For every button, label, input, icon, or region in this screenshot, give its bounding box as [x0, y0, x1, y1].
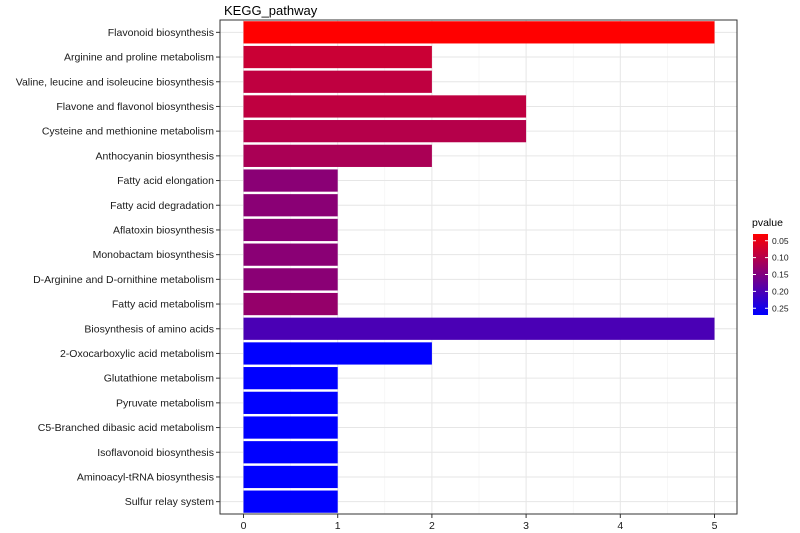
bar: [243, 342, 432, 365]
colorbar-tick-label: 0.10: [772, 253, 789, 263]
y-tick-label: Monobactam biosynthesis: [93, 249, 214, 261]
bar: [243, 120, 527, 143]
bar: [243, 465, 338, 489]
y-tick-label: Aflatoxin biosynthesis: [113, 224, 214, 236]
y-tick-label: Valine, leucine and isoleucine biosynthe…: [16, 76, 214, 88]
x-tick-label: 4: [617, 520, 623, 532]
bar: [243, 441, 338, 464]
x-tick-label: 3: [523, 520, 529, 532]
y-tick-label: Cysteine and methionine metabolism: [42, 126, 214, 138]
y-tick-label: D-Arginine and D-ornithine metabolism: [33, 274, 214, 286]
y-tick-label: Fatty acid elongation: [117, 175, 214, 187]
bar: [243, 416, 338, 439]
y-tick-label: Fatty acid metabolism: [112, 299, 214, 311]
colorbar-tick-label: 0.25: [772, 303, 789, 313]
bar: [243, 243, 338, 266]
bars: [243, 21, 715, 513]
legend-title: pvalue: [752, 217, 783, 229]
bar: [243, 367, 338, 390]
colorbar-tick-label: 0.20: [772, 286, 789, 296]
x-tick-label: 5: [712, 520, 718, 532]
y-tick-label: Arginine and proline metabolism: [64, 52, 214, 64]
bar: [243, 169, 338, 192]
y-tick-label: Aminoacyl-tRNA biosynthesis: [77, 471, 214, 483]
y-tick-label: Pyruvate metabolism: [116, 397, 214, 409]
y-tick-label: Flavone and flavonol biosynthesis: [56, 101, 214, 113]
y-tick-label: Sulfur relay system: [125, 496, 215, 508]
x-tick-label: 1: [335, 520, 341, 532]
plot-panel-border: [219, 19, 738, 515]
bar: [243, 490, 338, 513]
y-tick-label: Flavonoid biosynthesis: [108, 27, 214, 39]
y-tick-label: Glutathione metabolism: [104, 373, 215, 385]
y-tick-label: Biosynthesis of amino acids: [84, 323, 214, 335]
colorbar: [753, 234, 768, 315]
y-tick-label: C5-Branched dibasic acid metabolism: [38, 422, 215, 434]
bar: [243, 391, 338, 414]
bar: [243, 317, 715, 340]
bar: [243, 144, 432, 167]
grid-lines: [220, 20, 737, 514]
plot-background: [220, 20, 737, 514]
y-tick-labels: Flavonoid biosynthesis Arginine and proli…: [16, 27, 220, 508]
bar: [243, 194, 338, 217]
y-tick-label: Fatty acid degradation: [110, 200, 214, 212]
x-tick-label: 0: [241, 520, 247, 532]
y-tick-label: Isoflavonoid biosynthesis: [97, 447, 214, 459]
bar: [243, 95, 527, 118]
y-tick-label: 2-Oxocarboxylic acid metabolism: [60, 348, 214, 360]
bar: [243, 218, 338, 242]
y-tick-label: Anthocyanin biosynthesis: [96, 150, 215, 162]
bar: [243, 70, 432, 93]
colorbar-tick-label: 0.15: [772, 270, 789, 280]
pvalue-legend: pvalue 0.05 0.10 0.15 0.20 0.25: [752, 217, 789, 315]
x-tick-label: 2: [429, 520, 435, 532]
bar: [243, 292, 338, 316]
colorbar-tick-label: 0.05: [772, 236, 789, 246]
chart-title: KEGG_pathway: [224, 3, 318, 18]
bar: [243, 45, 432, 69]
bar: [243, 21, 715, 44]
x-tick-labels: 0 1 2 3 4 5: [241, 514, 718, 532]
bar: [243, 268, 338, 291]
